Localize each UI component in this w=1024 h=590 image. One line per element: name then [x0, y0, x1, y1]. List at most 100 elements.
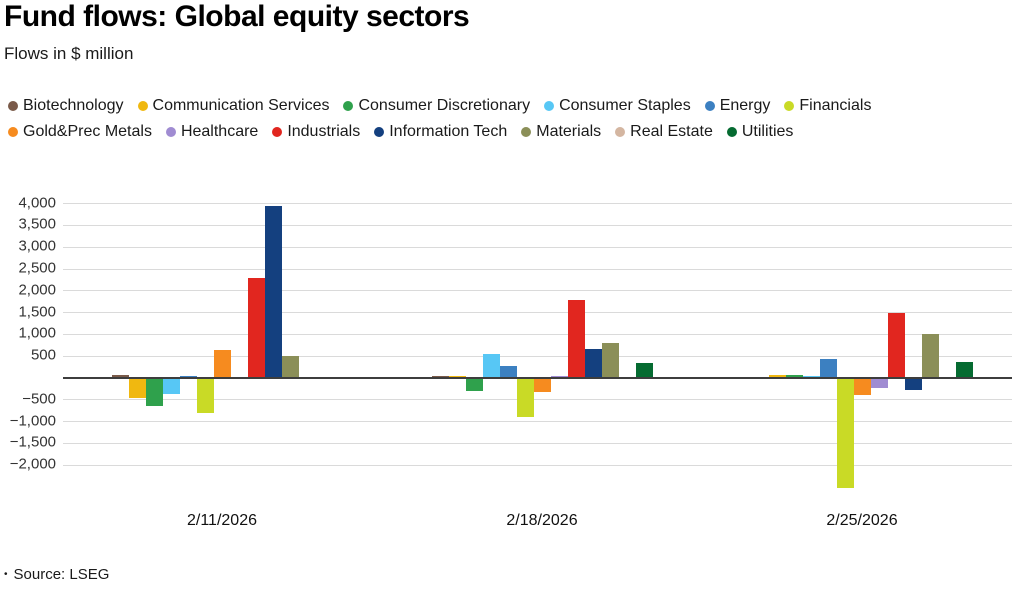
legend-item-consumer-discretionary: Consumer Discretionary [343, 97, 530, 115]
bar-consumer-discretionary-group3 [785, 374, 803, 378]
bar-consumer-discretionary-group1 [145, 378, 163, 407]
legend-label-communication-services: Communication Services [152, 97, 330, 114]
bar-energy-group1 [179, 375, 197, 378]
bar-consumer-staples-group1 [162, 378, 180, 395]
bar-materials-group1 [281, 356, 299, 378]
y-axis-tick-label: 4,000 [18, 194, 56, 212]
y-axis-tick-label: 500 [30, 346, 56, 364]
gridline [63, 464, 1012, 466]
legend-row-2: Gold&Prec Metals Healthcare Industrials Inf… [8, 123, 1018, 141]
legend-label-healthcare: Healthcare [180, 123, 259, 140]
bar-gold-prec-metals-group3 [853, 378, 871, 396]
legend-label-consumer-staples: Consumer Staples [559, 97, 691, 114]
legend-label-biotechnology: Biotechnology [23, 97, 124, 114]
legend-label-utilities: Utilities [741, 123, 794, 140]
zero-axis-line [63, 377, 1012, 379]
gridline [63, 246, 1012, 248]
x-axis-label: 2/18/2026 [506, 512, 578, 529]
legend-dot-utilities-icon [726, 127, 737, 137]
legend-label-energy: Energy [719, 97, 771, 114]
gridline [63, 268, 1012, 270]
legend-dot-consumer-discretionary-icon [343, 101, 354, 111]
bar-gold-prec-metals-group2 [533, 378, 551, 393]
bar-industrials-group1 [247, 277, 265, 378]
y-axis-tick-label: 3,000 [18, 237, 56, 255]
bar-communication-services-group1 [128, 378, 146, 398]
gridline [63, 312, 1012, 314]
legend-dot-materials-icon [521, 127, 532, 137]
legend-item-communication-services: Communication Services [137, 97, 330, 115]
legend-item-materials: Materials [521, 123, 601, 141]
legend-dot-communication-services-icon [137, 101, 148, 111]
legend-item-real-estate: Real Estate [615, 123, 713, 141]
legend-label-gold-prec-metals: Gold&Prec Metals [23, 123, 152, 140]
chart-title: Fund flows: Global equity sectors [4, 0, 470, 33]
legend-dot-consumer-staples-icon [544, 101, 555, 111]
legend-item-consumer-staples: Consumer Staples [544, 97, 691, 115]
chart-subtitle: Flows in $ million [4, 44, 134, 63]
bar-utilities-group3 [955, 362, 973, 378]
gridline [63, 442, 1012, 444]
y-axis-tick-label: −1,500 [9, 434, 56, 452]
bar-healthcare-group3 [870, 378, 888, 388]
y-axis-tick-label: −1,000 [9, 412, 56, 430]
legend-label-information-tech: Information Tech [389, 123, 508, 140]
bar-materials-group3 [921, 334, 939, 378]
bar-financials-group3 [836, 378, 854, 488]
legend-dot-industrials-icon [272, 127, 283, 137]
legend-dot-biotechnology-icon [8, 101, 18, 111]
legend-label-consumer-discretionary: Consumer Discretionary [358, 97, 531, 114]
y-axis-tick-label: 1,500 [18, 303, 56, 321]
bar-industrials-group3 [887, 312, 905, 378]
bar-biotechnology-group2 [431, 375, 449, 378]
legend-dot-financials-icon [784, 101, 795, 111]
bar-information-tech-group3 [904, 378, 922, 391]
legend-item-industrials: Industrials [272, 123, 360, 141]
gridline [63, 399, 1012, 401]
source-text: Source: LSEG [13, 566, 110, 583]
legend-item-financials: Financials [784, 97, 871, 115]
legend-dot-energy-icon [704, 101, 715, 111]
y-axis-tick-label: −2,000 [9, 455, 56, 473]
y-axis-tick-label: 2,500 [18, 259, 56, 277]
gridline [63, 421, 1012, 423]
bar-industrials-group2 [567, 299, 585, 378]
legend-label-industrials: Industrials [287, 123, 361, 140]
legend-dot-healthcare-icon [165, 127, 176, 137]
legend-item-biotechnology: Biotechnology [8, 97, 124, 115]
bar-communication-services-group3 [768, 374, 786, 378]
legend-item-gold-prec-metals: Gold&Prec Metals [8, 123, 152, 141]
bar-information-tech-group1 [264, 205, 282, 378]
bar-energy-group3 [819, 359, 837, 378]
bullet-icon: • [4, 568, 8, 580]
legend-dot-gold-prec-metals-icon [8, 127, 18, 137]
bar-utilities-group2 [635, 362, 653, 378]
legend-dot-information-tech-icon [374, 127, 385, 137]
bar-consumer-staples-group3 [802, 375, 820, 378]
bar-financials-group1 [196, 378, 214, 413]
y-axis-tick-label: 3,500 [18, 216, 56, 234]
bar-gold-prec-metals-group1 [213, 349, 231, 378]
gridline [63, 290, 1012, 292]
legend-dot-real-estate-icon [615, 127, 626, 137]
legend-label-real-estate: Real Estate [630, 123, 713, 140]
bar-consumer-staples-group2 [482, 354, 500, 378]
x-axis-label: 2/11/2026 [187, 512, 257, 529]
gridline [63, 203, 1012, 205]
legend-item-utilities: Utilities [726, 123, 794, 141]
gridline [63, 333, 1012, 335]
bar-healthcare-group2 [550, 375, 568, 378]
legend-item-energy: Energy [704, 97, 771, 115]
bar-materials-group2 [601, 342, 619, 378]
gridline [63, 224, 1012, 226]
legend-item-information-tech: Information Tech [374, 123, 507, 141]
y-axis-tick-label: 1,000 [18, 325, 56, 343]
legend-label-materials: Materials [536, 123, 602, 140]
legend-label-financials: Financials [799, 97, 872, 114]
source-note: • Source: LSEG [4, 566, 109, 583]
legend-row-1: Biotechnology Communication Services Consu… [8, 97, 1018, 115]
legend-item-healthcare: Healthcare [165, 123, 259, 141]
bar-financials-group2 [516, 378, 534, 417]
bar-consumer-discretionary-group2 [465, 378, 483, 392]
